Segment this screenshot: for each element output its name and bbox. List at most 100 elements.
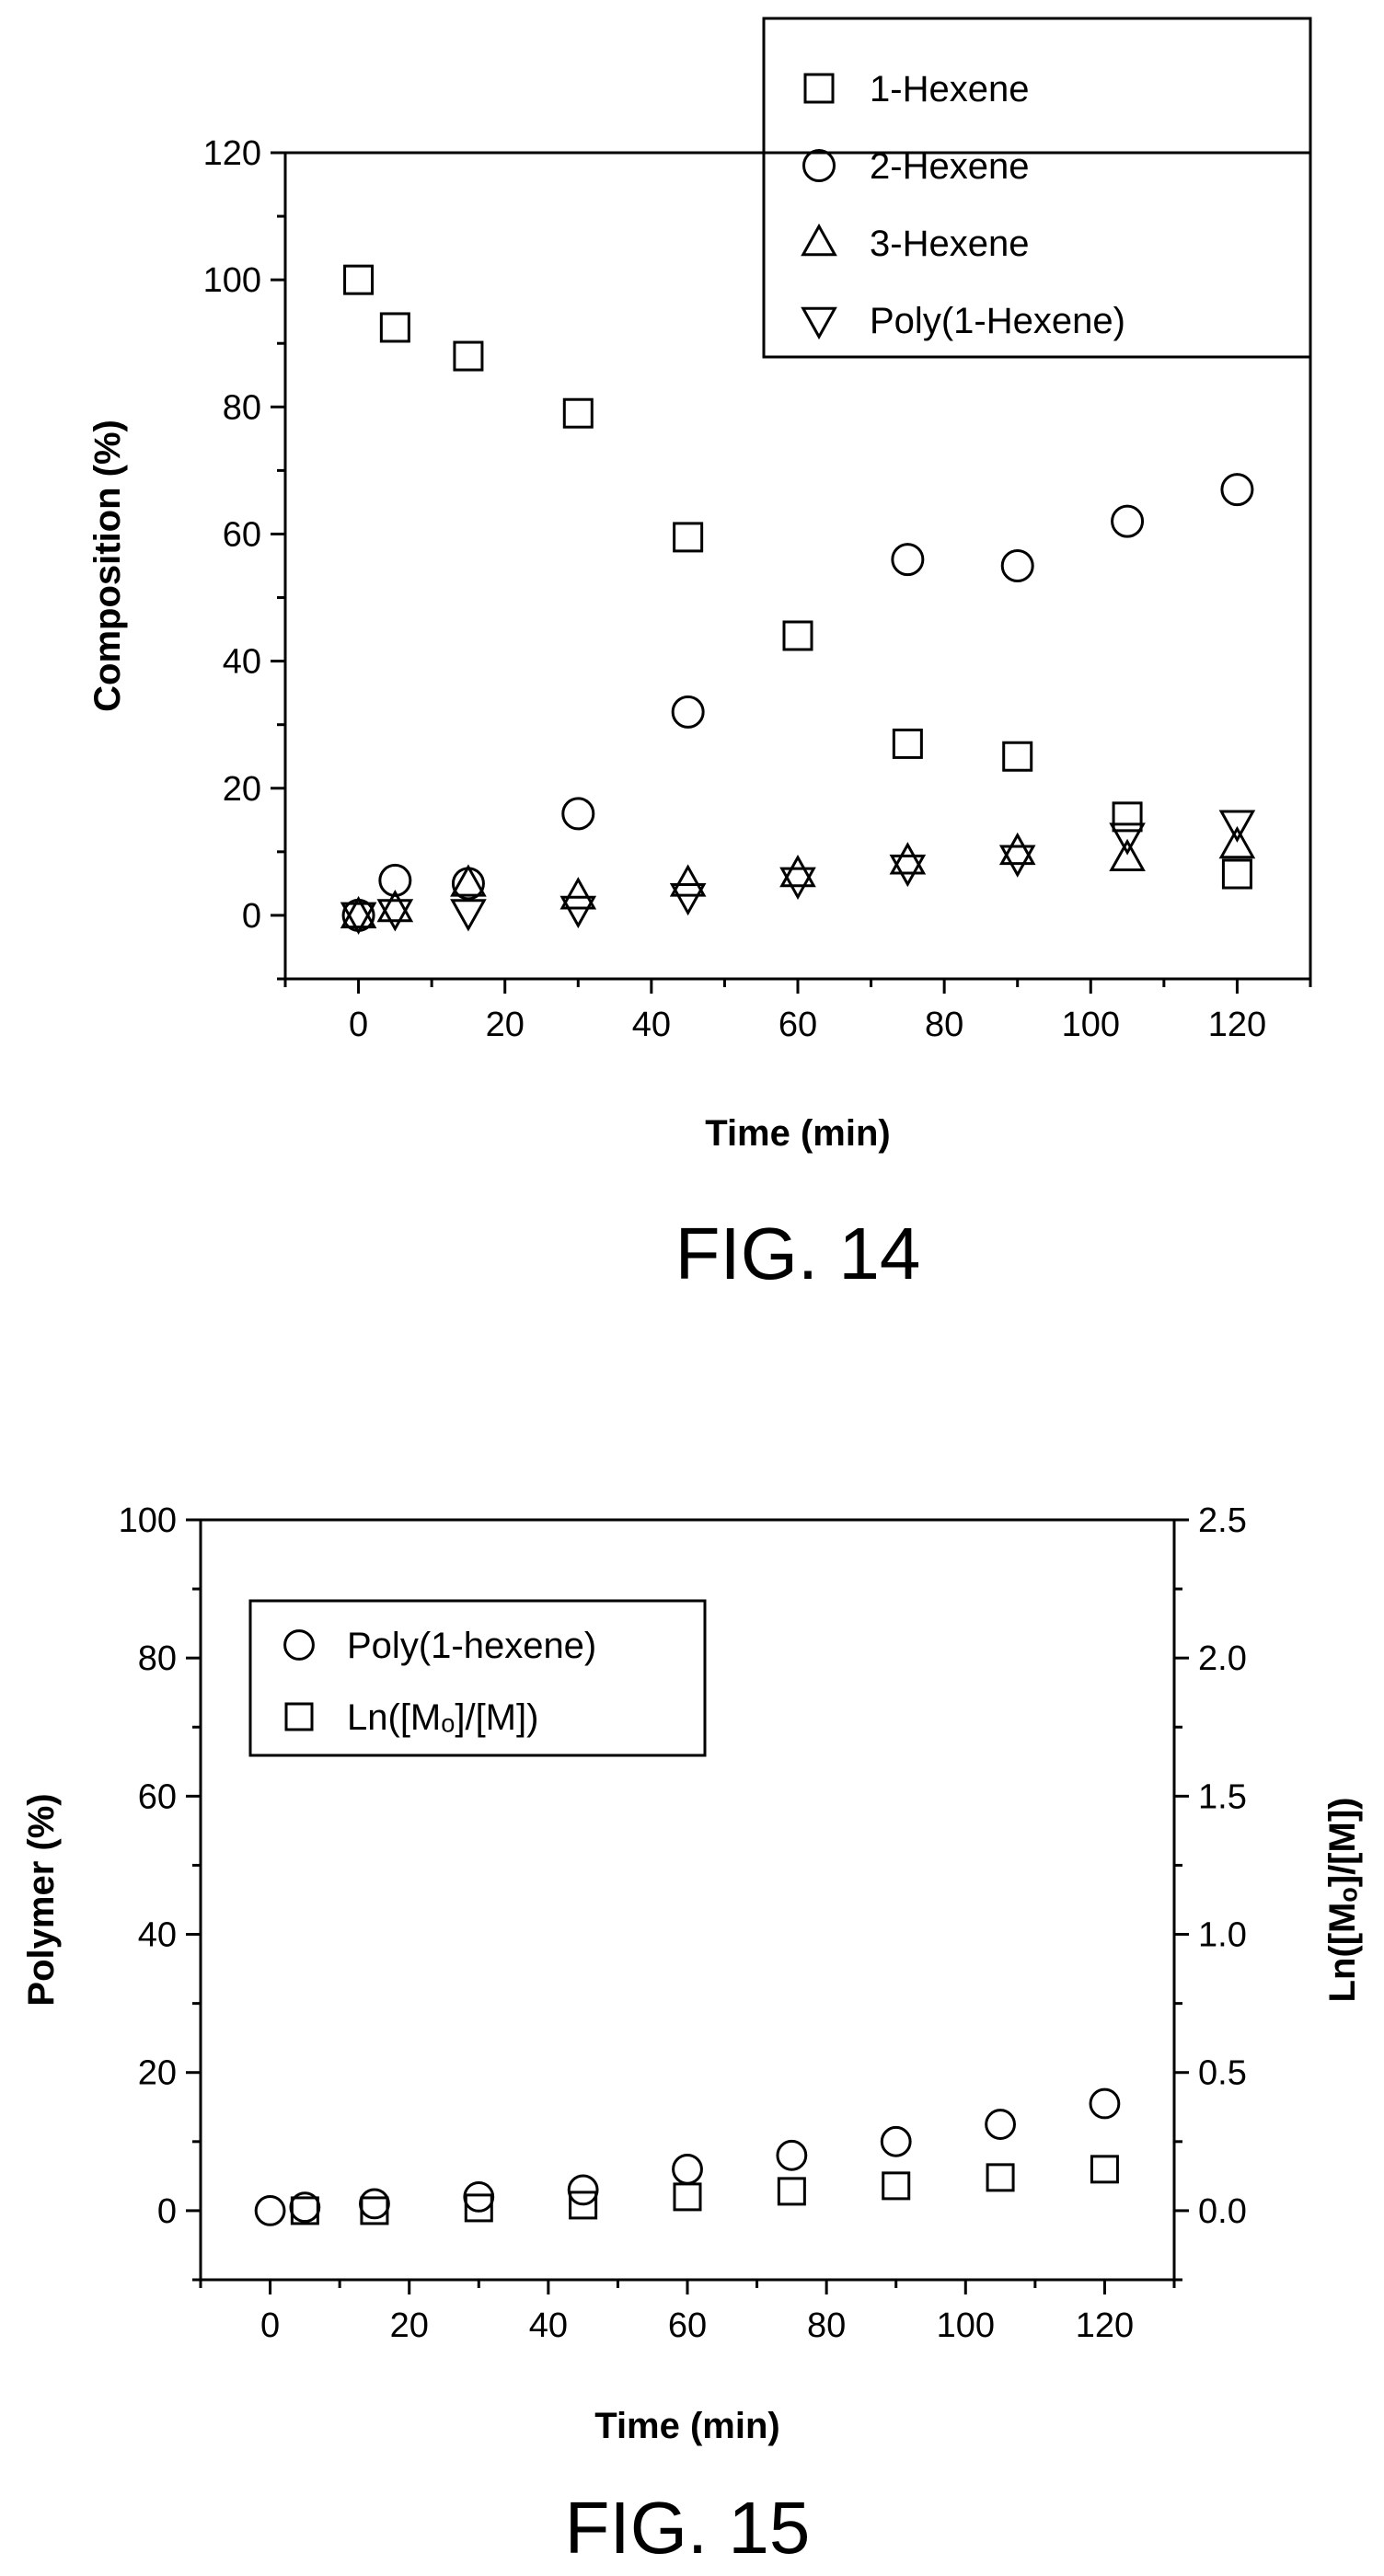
- data-point-square: [1221, 858, 1252, 890]
- y-tick-label: 20: [223, 770, 261, 809]
- x-tick-label: 100: [937, 2306, 995, 2345]
- data-point-circle: [254, 2195, 286, 2226]
- data-point-triangle-down: [450, 899, 487, 932]
- data-point-square: [343, 264, 375, 295]
- x-tick-label: 80: [925, 1006, 963, 1044]
- data-point-circle: [1220, 473, 1254, 507]
- legend-marker-square: [803, 73, 835, 104]
- figure-caption: FIG. 14: [675, 1213, 921, 1294]
- y-tick-label: 40: [138, 1916, 177, 1955]
- y-tick-label: 40: [223, 643, 261, 682]
- data-point-square: [1090, 2155, 1119, 2184]
- data-point-square: [892, 728, 923, 759]
- data-point-triangle-up: [889, 842, 927, 875]
- data-point-circle: [985, 2109, 1016, 2140]
- data-point-circle: [672, 2153, 703, 2185]
- figure-caption: FIG. 15: [565, 2487, 811, 2569]
- legend-label: 1-Hexene: [870, 69, 1029, 109]
- legend-marker-triangle-up: [801, 223, 837, 257]
- data-point-square: [673, 2182, 702, 2212]
- y2-tick-label: 2.5: [1198, 1501, 1247, 1540]
- data-point-square: [673, 522, 704, 553]
- legend-marker-square: [284, 1702, 314, 1731]
- y-tick-label: 100: [119, 1501, 177, 1540]
- x-tick-label: 100: [1062, 1006, 1120, 1044]
- data-point-circle: [671, 695, 705, 729]
- legend-box: [248, 1599, 707, 1757]
- data-point-square: [379, 312, 410, 343]
- data-point-square: [290, 2196, 319, 2225]
- data-point-triangle-down: [998, 845, 1036, 878]
- data-point-square: [1002, 741, 1033, 772]
- x-axis-title: Time (min): [705, 1113, 891, 1154]
- data-point-triangle-down: [669, 882, 707, 916]
- x-tick-label: 120: [1076, 2306, 1134, 2345]
- data-point-circle: [359, 2188, 390, 2220]
- legend-label: Ln([Mₒ]/[M]): [347, 1697, 538, 1738]
- data-point-triangle-up: [1109, 838, 1146, 872]
- data-point-square: [569, 2191, 598, 2220]
- x-tick-label: 60: [778, 1006, 817, 1044]
- data-point-circle: [880, 2125, 912, 2157]
- data-point-triangle-up: [779, 854, 816, 888]
- data-point-triangle-up: [340, 895, 377, 929]
- y-tick-label: 0: [157, 2192, 177, 2231]
- legend-label: 3-Hexene: [870, 224, 1029, 264]
- x-tick-label: 40: [529, 2306, 568, 2345]
- y-tick-label: 80: [138, 1639, 177, 1678]
- data-point-square: [562, 397, 594, 429]
- legend-label: Poly(1-Hexene): [870, 301, 1125, 341]
- y2-tick-label: 2.0: [1198, 1639, 1247, 1678]
- y-axis-title: Polymer (%): [21, 1793, 62, 2006]
- legend-marker-circle: [283, 1629, 315, 1661]
- y2-tick-label: 0.5: [1198, 2054, 1247, 2093]
- data-point-square: [453, 340, 484, 372]
- x-tick-label: 80: [807, 2306, 846, 2345]
- data-point-triangle-down: [340, 902, 377, 935]
- data-point-circle: [776, 2139, 808, 2171]
- legend-label: 2-Hexene: [870, 146, 1029, 187]
- x-tick-label: 0: [260, 2306, 280, 2345]
- data-point-square: [986, 2163, 1015, 2192]
- fig15-chart: 0 20 40 60 80 100 120 0 20 40 60 80 100 0.0 0.5 1.0 1.5 2…: [21, 1501, 1363, 2569]
- x-tick-label: 20: [390, 2306, 429, 2345]
- y-tick-label: 0: [242, 897, 261, 936]
- y-tick-label: 20: [138, 2054, 177, 2093]
- data-point-square: [882, 2171, 911, 2201]
- x-tick-label: 40: [632, 1006, 671, 1044]
- x-tick-label: 20: [486, 1006, 525, 1044]
- data-point-square: [464, 2193, 493, 2223]
- x-tick-label: 0: [349, 1006, 368, 1044]
- data-point-circle: [1089, 2087, 1121, 2120]
- legend-marker-circle: [802, 149, 836, 182]
- legend-box: [762, 17, 1312, 359]
- legend-marker-triangle-down: [801, 306, 837, 340]
- data-point-triangle-down: [1109, 822, 1146, 856]
- data-point-triangle-up: [1218, 825, 1256, 859]
- data-point-circle: [561, 797, 595, 831]
- x-tick-label: 60: [668, 2306, 707, 2345]
- data-point-circle: [891, 543, 925, 577]
- fig14-chart: 0 20 40 60 80 100 120 0 20 40 60 80 100 120 Time (min)…: [87, 17, 1312, 1294]
- y2-tick-label: 1.5: [1198, 1777, 1247, 1816]
- data-point-square: [1112, 801, 1143, 833]
- data-point-triangle-down: [779, 867, 816, 900]
- data-point-triangle-down: [889, 854, 927, 888]
- data-point-triangle-down: [1218, 810, 1256, 843]
- y-tick-label: 100: [203, 261, 261, 300]
- data-point-square: [782, 620, 813, 651]
- data-point-triangle-up: [669, 864, 707, 897]
- data-point-triangle-up: [376, 889, 414, 923]
- data-point-square: [360, 2196, 389, 2225]
- data-point-circle: [1000, 549, 1034, 582]
- x-tick-label: 120: [1208, 1006, 1266, 1044]
- data-point-triangle-up: [998, 832, 1036, 866]
- y2-axis-title: Ln([Mₒ]/[M]): [1322, 1798, 1363, 2003]
- data-point-circle: [567, 2174, 599, 2206]
- y2-tick-label: 1.0: [1198, 1916, 1247, 1955]
- y-tick-label: 80: [223, 388, 261, 427]
- data-point-triangle-down: [559, 895, 597, 929]
- data-point-square: [777, 2177, 806, 2206]
- y-tick-label: 120: [203, 134, 261, 173]
